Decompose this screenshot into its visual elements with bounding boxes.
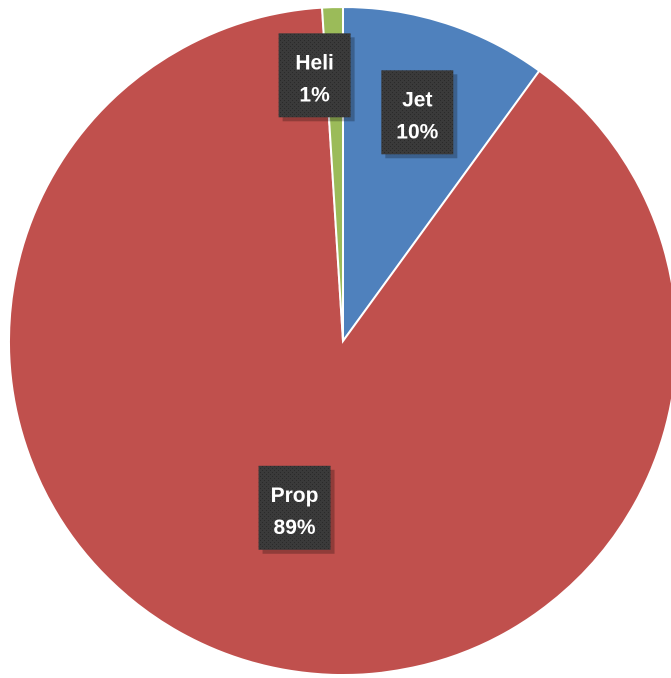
data-label-percent: 10% <box>396 120 438 143</box>
pie-slice-prop <box>8 6 671 676</box>
data-label-heli: Heli 1% <box>278 33 355 122</box>
data-label-prop: Prop 89% <box>258 465 335 554</box>
pie-data-labels: Jet 10% Prop 89% Heli 1% <box>258 33 458 554</box>
data-label-percent: 89% <box>274 516 316 539</box>
data-label-category: Jet <box>402 88 432 111</box>
data-label-percent: 1% <box>299 83 330 106</box>
data-label-box <box>278 33 351 118</box>
data-label-category: Prop <box>271 484 319 507</box>
data-label-box <box>381 70 454 155</box>
data-label-box <box>258 465 331 550</box>
data-label-jet: Jet 10% <box>381 70 458 159</box>
data-label-category: Heli <box>295 51 334 74</box>
